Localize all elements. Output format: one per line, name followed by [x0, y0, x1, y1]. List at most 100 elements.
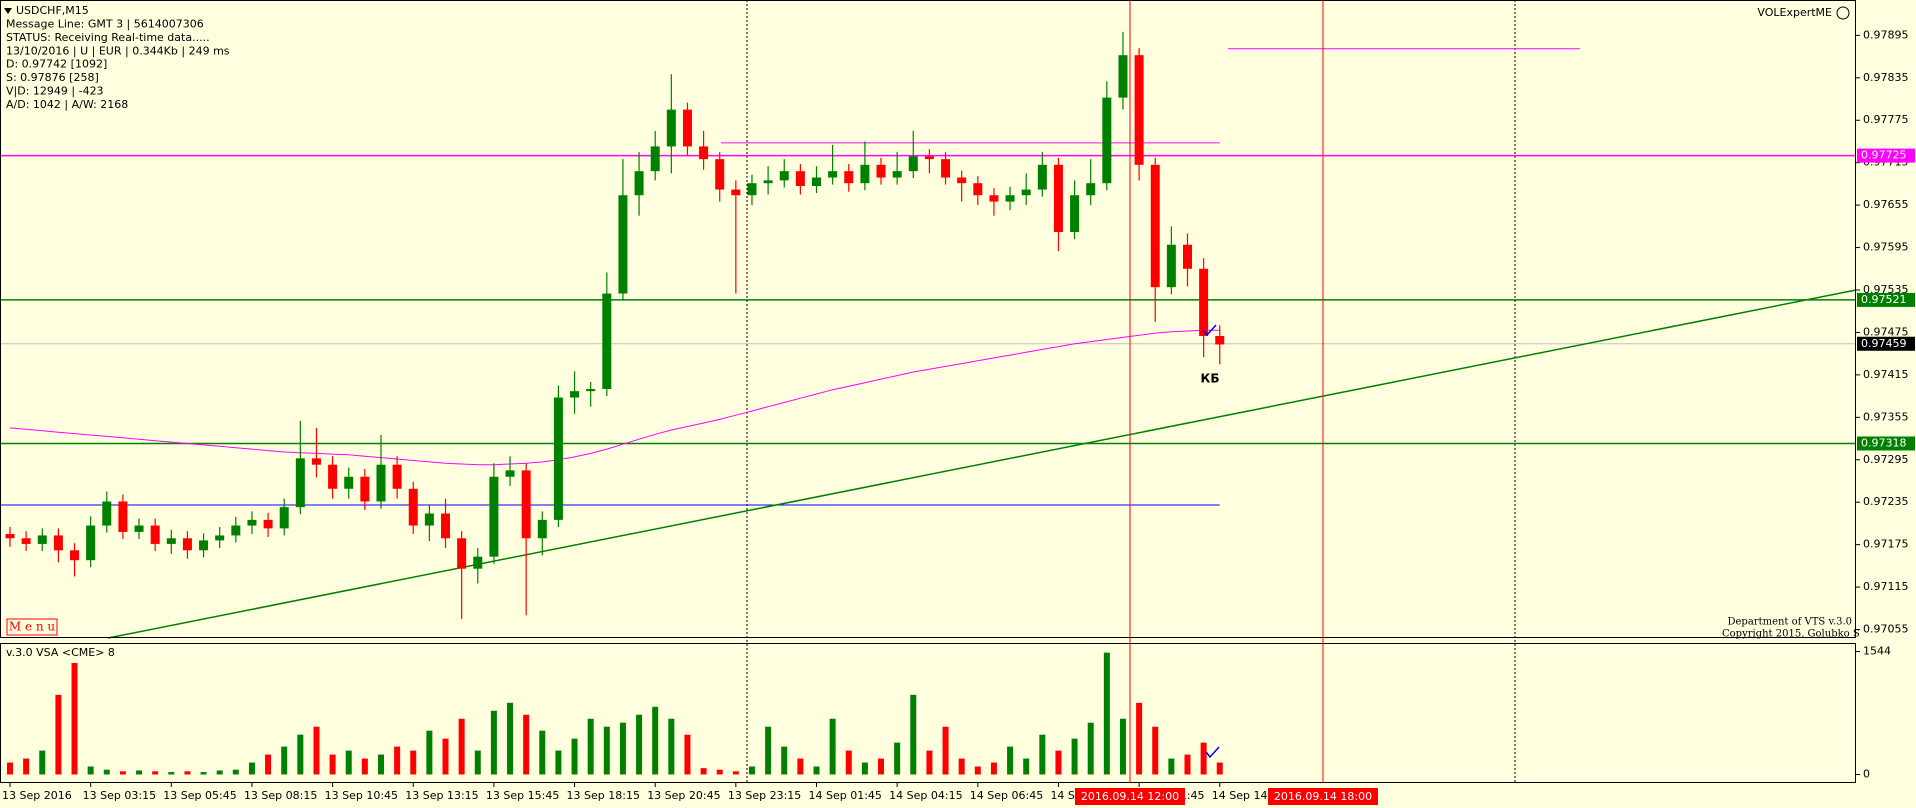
candle-body [247, 519, 257, 526]
candle-body [537, 519, 547, 539]
level-label: 0.97725 [1861, 149, 1907, 162]
expert-name: VOLExpertME [1757, 6, 1832, 19]
candle-body [989, 195, 999, 202]
info-line: D: 0.97742 [1092] [6, 58, 107, 71]
candle-body [795, 171, 805, 187]
volume-bar [974, 766, 981, 775]
candle-body [86, 525, 96, 561]
volume-bar [797, 758, 804, 775]
level-box [1857, 148, 1915, 163]
volume-bar [571, 738, 578, 775]
y-tick-label: 0.97355 [1863, 410, 1909, 423]
main-layer: Message Line: GMT 3 | 5614007306STATUS: … [2, 18, 1909, 803]
volume-bar [748, 766, 755, 775]
x-tick-label: 13 Sep 03:15 [83, 789, 156, 802]
time-marker-label: 2016.09.14 12:00 [1081, 790, 1179, 803]
volume-bar [119, 771, 126, 775]
level-box [1857, 436, 1915, 451]
x-tick-label: 13 Sep 13:15 [405, 789, 478, 802]
volume-bar [1007, 746, 1014, 775]
candle-body [763, 180, 773, 184]
volume-bar [184, 771, 191, 775]
candle-body [295, 458, 305, 508]
menu-button[interactable] [6, 618, 58, 636]
candle-body [1102, 97, 1112, 184]
volume-bar [781, 746, 788, 775]
candle-body [521, 470, 531, 539]
candle-body [489, 476, 499, 557]
candle-body [505, 470, 515, 477]
volume-bar [1055, 750, 1062, 775]
x-tick-label: 13 Sep 05:45 [163, 789, 236, 802]
volume-bar [652, 706, 659, 775]
candle-body [553, 397, 563, 520]
volume-bar [523, 714, 530, 775]
x-tick-label: 13 Sep 10:45 [325, 789, 398, 802]
y-tick-label: 0.97595 [1863, 241, 1909, 254]
volume-bar [458, 718, 465, 775]
x-tick-label: 14 Sep 06:45 [970, 789, 1043, 802]
volume-bar [1152, 726, 1159, 775]
x-tick-label: 13 Sep 08:15 [244, 789, 317, 802]
candle-body [231, 525, 241, 536]
candle-body [1021, 189, 1031, 196]
back-layer [0, 0, 1857, 783]
y-tick-label: 0 [1863, 767, 1870, 780]
volume-bar [1039, 734, 1046, 775]
volume-bar [345, 750, 352, 775]
level-box [1857, 292, 1915, 307]
x-tick-label: 14 Sep 14:15 [1212, 789, 1285, 802]
candle-body [408, 488, 418, 526]
volume-bar [265, 754, 272, 775]
x-tick-label: 13 Sep 23:15 [728, 789, 801, 802]
volume-bar [474, 750, 481, 775]
volume-bar [23, 758, 30, 775]
candle-body [1005, 195, 1015, 202]
volume-bar [1184, 754, 1191, 775]
volume-bar [1200, 742, 1207, 775]
candle-body [844, 171, 854, 184]
candle-body [586, 389, 596, 392]
volume-bar [297, 734, 304, 775]
candle-body [279, 507, 289, 529]
candle-body [1070, 195, 1080, 232]
candle-body [344, 476, 354, 489]
volume-bar [813, 766, 820, 775]
check-mark [1205, 746, 1220, 759]
info-line: Message Line: GMT 3 | 5614007306 [6, 18, 204, 31]
volume-bar [910, 694, 917, 775]
candle-body [457, 538, 467, 569]
volume-bar [845, 750, 852, 775]
candle-body [102, 501, 112, 526]
candle-body [215, 535, 225, 541]
volume-bar [732, 771, 739, 775]
volume-bar [1103, 652, 1110, 775]
candle-body [424, 513, 434, 526]
level-label: 0.97521 [1861, 293, 1907, 306]
y-tick-label: 0.97655 [1863, 198, 1909, 211]
volume-bar [668, 718, 675, 775]
y-tick-label: 0.97115 [1863, 580, 1909, 593]
candle-body [618, 195, 628, 294]
candle-body [715, 159, 725, 190]
volume-bar [281, 746, 288, 775]
volume-frame [0, 643, 1856, 783]
candle-body [682, 109, 692, 147]
credit: Copyright 2015, Golubko S [1722, 629, 1860, 640]
volume-bar [361, 758, 368, 775]
volume-bar [168, 772, 175, 775]
volume-bar [39, 750, 46, 775]
candle-body [1053, 164, 1063, 232]
volume-bar [329, 754, 336, 775]
menu-label[interactable]: M e n u [9, 620, 56, 634]
candle-body [1086, 183, 1096, 196]
y-tick-label: 0.97415 [1863, 368, 1909, 381]
volume-bar [87, 766, 94, 775]
info-line: 13/10/2016 | U | EUR | 0.344Kb | 249 ms [6, 44, 230, 57]
volume-bar [684, 734, 691, 775]
volume-bar [942, 726, 949, 775]
candle-body [973, 183, 983, 196]
volume-bar [829, 718, 836, 775]
info-line: A/D: 1042 | A/W: 2168 [6, 98, 128, 111]
